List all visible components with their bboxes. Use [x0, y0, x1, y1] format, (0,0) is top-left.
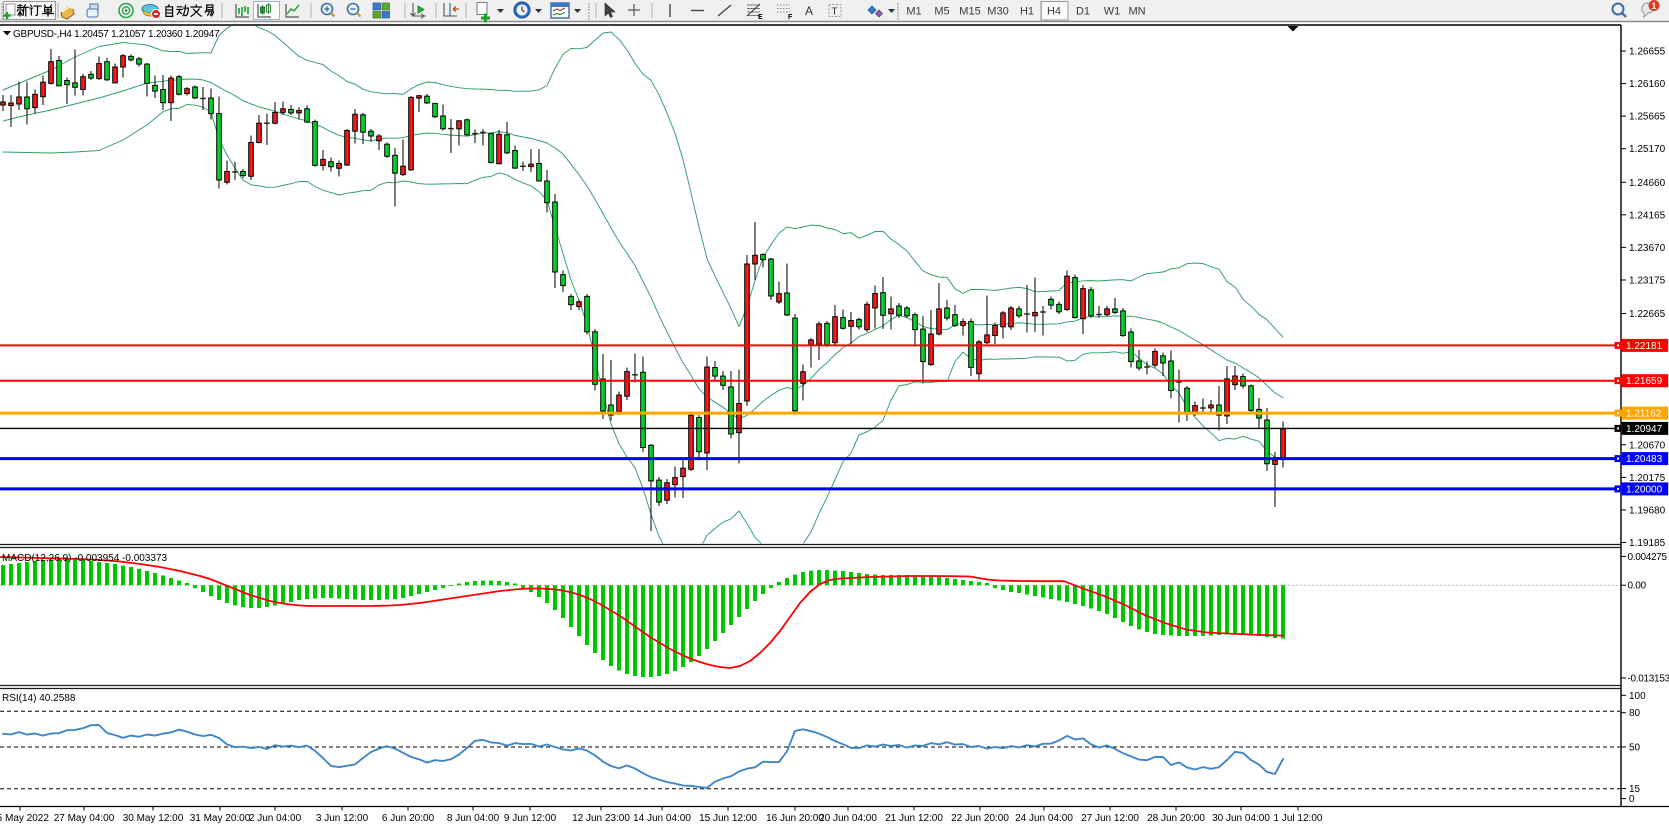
svg-text:M1: M1: [906, 6, 921, 18]
svg-text:16 Jun 20:00: 16 Jun 20:00: [766, 813, 824, 824]
svg-text:1.20175: 1.20175: [1629, 473, 1666, 484]
svg-text:25 May 2022: 25 May 2022: [0, 813, 49, 824]
svg-text:1 Jul 12:00: 1 Jul 12:00: [1274, 813, 1323, 824]
svg-text:1.25170: 1.25170: [1629, 144, 1666, 155]
svg-text:1.23670: 1.23670: [1629, 243, 1666, 254]
svg-text:1.20483: 1.20483: [1626, 454, 1663, 465]
svg-text:1.20947: 1.20947: [1626, 424, 1663, 435]
svg-text:1.20000: 1.20000: [1626, 484, 1663, 495]
svg-text:30 Jun 04:00: 30 Jun 04:00: [1212, 813, 1270, 824]
svg-text:9 Jun 12:00: 9 Jun 12:00: [504, 813, 557, 824]
svg-text:RSI(14) 40.2588: RSI(14) 40.2588: [2, 693, 76, 704]
svg-text:W1: W1: [1104, 6, 1121, 18]
svg-text:1.19680: 1.19680: [1629, 506, 1666, 517]
svg-text:1.25665: 1.25665: [1629, 112, 1666, 123]
svg-text:21 Jun 12:00: 21 Jun 12:00: [885, 813, 943, 824]
svg-text:1.21162: 1.21162: [1626, 409, 1662, 420]
svg-text:T: T: [832, 7, 838, 18]
svg-text:15 Jun 12:00: 15 Jun 12:00: [699, 813, 757, 824]
svg-text:-0.013153: -0.013153: [1628, 674, 1669, 685]
svg-text:M30: M30: [987, 6, 1008, 18]
svg-text:28 Jun 20:00: 28 Jun 20:00: [1147, 813, 1205, 824]
svg-text:24 Jun 04:00: 24 Jun 04:00: [1015, 813, 1073, 824]
svg-text:1.22181: 1.22181: [1626, 341, 1663, 352]
svg-text:GBPUSD-,H4 1.20457 1.21057 1.: GBPUSD-,H4 1.20457 1.21057 1.20360 1.209…: [13, 29, 220, 40]
svg-text:M5: M5: [934, 6, 949, 18]
svg-text:H4: H4: [1047, 6, 1061, 18]
svg-text:0.004275: 0.004275: [1628, 552, 1668, 563]
svg-text:1.23175: 1.23175: [1629, 276, 1666, 287]
svg-text:A: A: [805, 4, 813, 18]
svg-text:1.22665: 1.22665: [1629, 309, 1666, 320]
svg-text:1.24660: 1.24660: [1629, 178, 1666, 189]
svg-text:14 Jun 04:00: 14 Jun 04:00: [633, 813, 691, 824]
svg-text:1.20670: 1.20670: [1629, 440, 1666, 451]
svg-text:MN: MN: [1128, 6, 1145, 18]
svg-text:3 Jun 12:00: 3 Jun 12:00: [316, 813, 369, 824]
svg-text:1.21659: 1.21659: [1626, 376, 1663, 387]
svg-text:30 May 12:00: 30 May 12:00: [123, 813, 184, 824]
svg-text:50: 50: [1629, 743, 1641, 754]
svg-text:27 May 04:00: 27 May 04:00: [54, 813, 115, 824]
svg-text:1: 1: [1651, 1, 1656, 11]
svg-text:31 May 20:00: 31 May 20:00: [190, 813, 251, 824]
svg-text:0.00: 0.00: [1628, 581, 1647, 592]
svg-text:100: 100: [1629, 691, 1646, 702]
svg-text:15: 15: [1629, 784, 1641, 795]
svg-text:1.24165: 1.24165: [1629, 210, 1666, 221]
svg-text:80: 80: [1629, 708, 1641, 719]
svg-text:0: 0: [1629, 794, 1635, 805]
svg-text:8 Jun 04:00: 8 Jun 04:00: [447, 813, 500, 824]
svg-text:6 Jun 20:00: 6 Jun 20:00: [382, 813, 435, 824]
svg-text:27 Jun 12:00: 27 Jun 12:00: [1081, 813, 1139, 824]
svg-text:20 Jun 04:00: 20 Jun 04:00: [819, 813, 877, 824]
svg-text:12 Jun 23:00: 12 Jun 23:00: [572, 813, 630, 824]
svg-text:M15: M15: [959, 6, 980, 18]
svg-text:1.26655: 1.26655: [1629, 47, 1666, 58]
svg-text:E: E: [758, 14, 763, 21]
svg-text:D1: D1: [1076, 6, 1090, 18]
svg-text:F: F: [788, 14, 793, 21]
svg-text:H1: H1: [1020, 6, 1034, 18]
svg-text:22 Jun 20:00: 22 Jun 20:00: [951, 813, 1009, 824]
svg-text:1.19185: 1.19185: [1629, 538, 1666, 549]
svg-text:2 Jun 04:00: 2 Jun 04:00: [249, 813, 302, 824]
svg-text:MACD(12,26,9) -0.003954 -0.003: MACD(12,26,9) -0.003954 -0.003373: [2, 553, 168, 564]
svg-text:1.26160: 1.26160: [1629, 79, 1666, 90]
